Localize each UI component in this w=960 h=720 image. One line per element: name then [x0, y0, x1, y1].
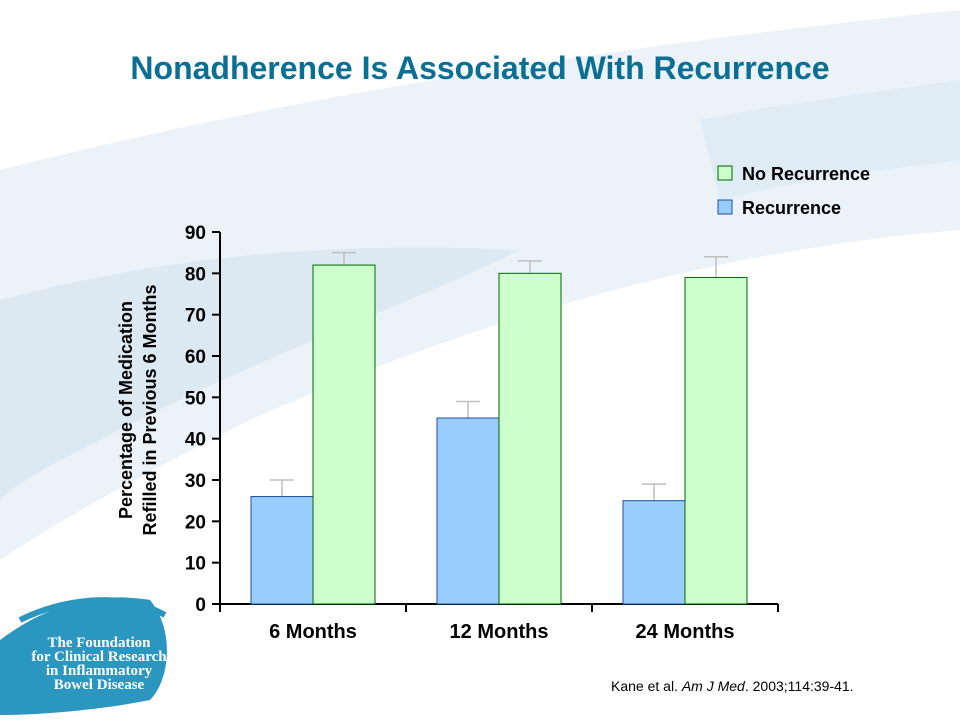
foundation-logo: The Foundation for Clinical Research in … [24, 635, 174, 693]
y-tick-label: 90 [185, 223, 206, 244]
y-axis-title: Percentage of Medication [116, 301, 136, 519]
y-tick-label: 70 [185, 306, 206, 327]
logo-shape [0, 597, 167, 715]
logo-line: in Inflammatory [45, 663, 153, 679]
citation-rest: . 2003;114:39-41. [744, 678, 854, 694]
logo-line: for Clinical Research [31, 649, 167, 665]
legend-swatch [717, 199, 733, 215]
y-tick-label: 40 [185, 430, 206, 451]
bar-no-recurrence [684, 276, 748, 605]
page-title: Nonadherence Is Associated With Recurren… [130, 50, 830, 86]
y-tick-label: 10 [185, 554, 206, 575]
citation-authors: Kane et al. [611, 678, 682, 694]
bar-recurrence [622, 500, 686, 605]
x-category-label: 12 Months [450, 621, 549, 643]
bar-recurrence [436, 417, 500, 605]
legend-label: Recurrence [742, 198, 841, 218]
y-tick-label: 60 [185, 347, 206, 368]
bar-no-recurrence [498, 272, 562, 605]
legend-label: No Recurrence [742, 164, 870, 184]
y-axis-title: Refilled in Previous 6 Months [140, 284, 160, 535]
bar-recurrence [250, 496, 314, 605]
citation-journal: Am J Med [681, 678, 745, 694]
y-tick-label: 80 [185, 264, 206, 285]
y-tick-label: 0 [195, 595, 206, 616]
y-tick-label: 50 [185, 388, 206, 409]
logo-line: Bowel Disease [53, 677, 145, 693]
legend-swatch [717, 165, 733, 181]
x-category-label: 24 Months [636, 621, 735, 643]
logo-line: The Foundation [47, 635, 151, 651]
x-category-label: 6 Months [269, 621, 357, 643]
bar-no-recurrence [312, 264, 376, 605]
y-tick-label: 30 [185, 471, 206, 492]
citation: Kane et al. Am J Med. 2003;114:39-41. [611, 678, 854, 694]
y-tick-label: 20 [185, 512, 206, 533]
